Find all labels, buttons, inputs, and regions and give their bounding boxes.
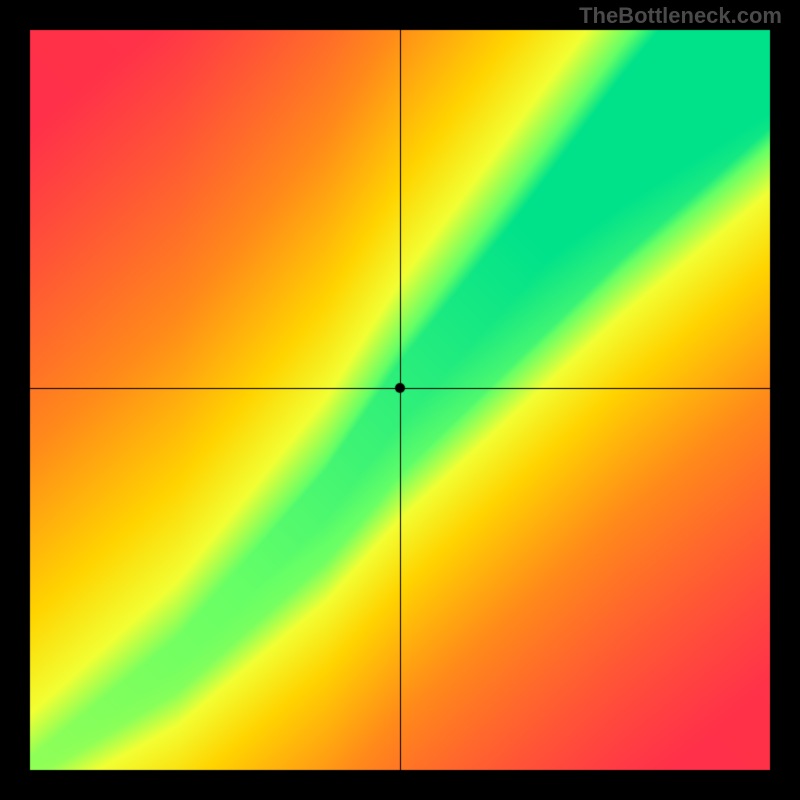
attribution-label: TheBottleneck.com (579, 3, 782, 29)
bottleneck-heatmap (0, 0, 800, 800)
chart-container: TheBottleneck.com (0, 0, 800, 800)
